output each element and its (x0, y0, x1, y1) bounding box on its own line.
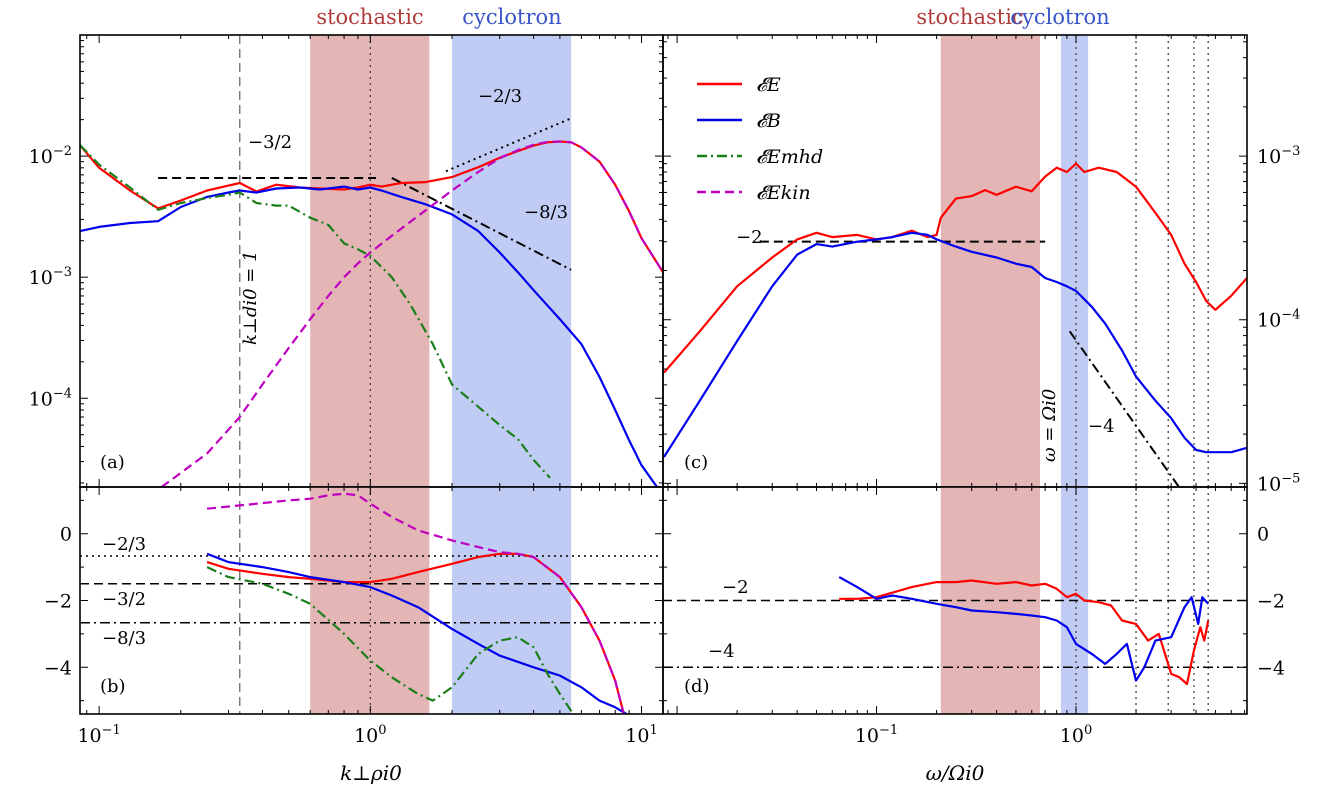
slope-ref-line (1068, 330, 1181, 487)
slope-label-a-83: −8/3 (524, 202, 568, 223)
legend-label: 𝓔E (756, 74, 781, 96)
panel-label-a: (a) (100, 452, 125, 473)
plot-area (663, 35, 1247, 487)
y-tick-label: 10−2 (29, 144, 72, 168)
panel-a: 10−2 10−3 10−4 (29, 34, 664, 488)
series-line-EEkin (160, 140, 663, 487)
y-tick-label: −2 (1257, 591, 1285, 613)
panel-label-c: (c) (684, 452, 708, 473)
slope-label-c-2: −2 (736, 227, 763, 248)
vline-label-c: ω = Ωi0 (1039, 389, 1060, 462)
hline-label-d-4: −4 (708, 641, 735, 662)
vline-label-a: k⊥di0 = 1 (240, 250, 261, 345)
y-tick-label: 10−3 (1257, 144, 1300, 168)
legend-label: 𝓔Ekin (756, 182, 811, 204)
plot-area (80, 35, 663, 487)
y-tick-label: 10−3 (29, 265, 72, 289)
legend-label: 𝓔B (756, 110, 781, 132)
band-cyclotron (451, 487, 572, 714)
series-line-EE (663, 162, 1247, 374)
hline-label-b-83: −8/3 (102, 628, 146, 649)
legend: 𝓔E 𝓔B 𝓔Emhd 𝓔Ekin (697, 74, 823, 204)
x-tick-label: 100 (1060, 723, 1092, 747)
y-tick-label: 0 (60, 524, 72, 546)
x-tick-label: 10−1 (77, 723, 120, 747)
band-stochastic (940, 35, 1041, 487)
panel-label-b: (b) (100, 676, 126, 697)
series-line-EEmhd (206, 566, 575, 714)
slope-label-c-4: −4 (1088, 416, 1115, 437)
plot-layer: 10−210−310−410−1 100 1010−2−410−310−410−51… (29, 34, 1300, 747)
series-line-EB (206, 552, 628, 714)
series-line-EEkin (206, 492, 625, 714)
panel-d: 10−1 100 0 −2 −4 (662, 486, 1285, 747)
plot-area (663, 487, 1247, 714)
legend-label: 𝓔Emhd (756, 146, 823, 168)
panel-b: 10−1 100 101 0 −2 −4 (44, 486, 664, 747)
slope-label-a-23: −2/3 (478, 86, 522, 107)
x-tick-label: 10−1 (855, 723, 898, 747)
y-tick-label: 10−5 (1257, 471, 1300, 495)
y-tick-label: 10−4 (29, 386, 72, 410)
band-label-cyclotron-right: cyclotron (1010, 5, 1109, 29)
x-axis-label-right: ω/Ωi0 (926, 761, 985, 785)
x-tick-label: 101 (625, 723, 657, 747)
slope-ref-line (445, 117, 572, 173)
y-tick-label: −4 (44, 657, 72, 679)
band-cyclotron (451, 35, 572, 487)
slope-ref-line (391, 177, 572, 271)
series-line-EB (838, 576, 1210, 682)
y-tick-label: 10−4 (1257, 308, 1300, 332)
slope-label-a-32: −3/2 (248, 132, 292, 153)
hline-label-d-2: −2 (722, 577, 749, 598)
x-tick-label: 100 (354, 723, 386, 747)
band-label-cyclotron-left: cyclotron (462, 5, 561, 29)
hline-label-b-23: −2/3 (102, 534, 146, 555)
band-cyclotron (1060, 35, 1089, 487)
x-axis-label-left: k⊥ρi0 (340, 761, 402, 785)
plot-area (80, 487, 663, 714)
series-line-EE (839, 579, 1210, 686)
panel-label-d: (d) (684, 676, 710, 697)
series-line-EB (663, 231, 1247, 458)
y-tick-label: 0 (1257, 524, 1269, 546)
panel-c: 10−3 10−4 10−5 (662, 34, 1300, 495)
y-tick-label: −2 (44, 591, 72, 613)
band-label-stochastic-left: stochastic (316, 5, 423, 29)
band-label-stochastic-right: stochastic (916, 5, 1023, 29)
series-line-EEmhd (80, 144, 551, 479)
hline-label-b-32: −3/2 (102, 589, 146, 610)
band-stochastic (310, 35, 430, 487)
y-tick-label: −4 (1257, 657, 1285, 679)
